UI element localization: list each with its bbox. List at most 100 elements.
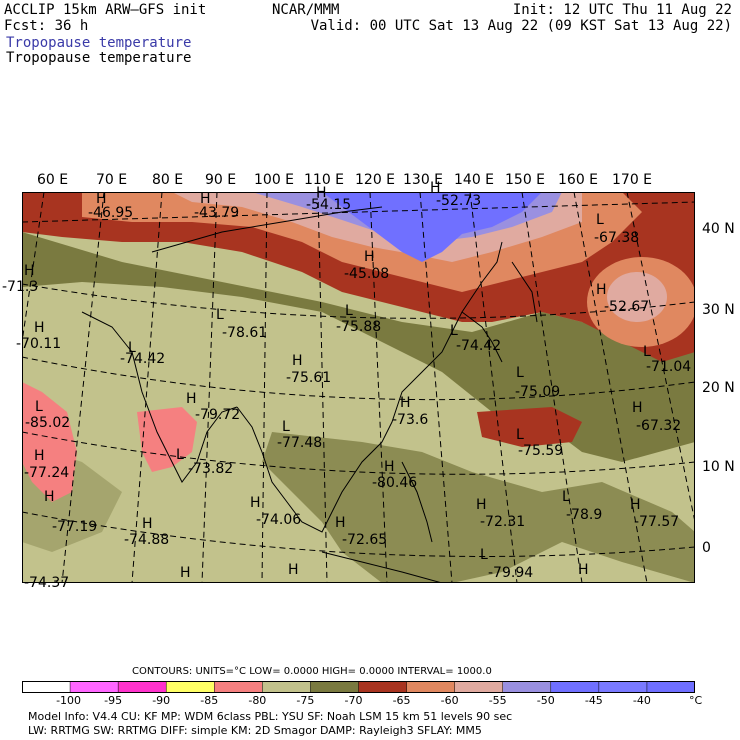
legend-tick-label: -75 [296, 694, 315, 707]
olive-south [262, 432, 695, 583]
extremum-marker: H [250, 495, 261, 511]
lat-label: 40 N [702, 221, 735, 237]
forecast-hour: Fcst: 36 h [4, 18, 89, 34]
field-title: Tropopause temperature [6, 50, 192, 66]
extremum-marker: H [44, 489, 55, 505]
field-title-blue: Tropopause temperature [6, 35, 192, 51]
legend-tick-label: -80 [248, 694, 267, 707]
extremum-marker: H [364, 249, 375, 265]
extremum-marker: H [384, 459, 395, 475]
legend-tick-label: -60 [440, 694, 459, 707]
lon-label: 160 E [558, 172, 599, 188]
map-frame [22, 192, 695, 583]
legend-tick-label: -100 [56, 694, 82, 707]
lat-label: 10 N [702, 459, 735, 475]
legend-swatch [550, 681, 600, 693]
lon-label: 70 E [96, 172, 128, 188]
legend-tick-label: -70 [344, 694, 363, 707]
extremum-marker: H [200, 191, 211, 207]
valid-time: Valid: 00 UTC Sat 13 Aug 22 (09 KST Sat … [310, 18, 732, 34]
extremum-value: -74.42 [456, 338, 502, 354]
extremum-marker: H [142, 516, 153, 532]
legend-swatch [214, 681, 264, 693]
legend-swatch [358, 681, 408, 693]
extremum-marker: H [292, 353, 303, 369]
extremum-marker: L [516, 427, 524, 443]
extremum-marker: L [216, 307, 224, 323]
extremum-value: -45.08 [344, 266, 390, 282]
extremum-value: -52.67 [604, 299, 650, 315]
extremum-value: -80.46 [372, 475, 418, 491]
graticule [22, 192, 695, 583]
extremum-marker: L [596, 212, 604, 228]
extremum-marker: H [316, 185, 327, 201]
lon-label: 100 E [254, 172, 295, 188]
extremum-value: -67.32 [636, 418, 682, 434]
extremum-value: -67.38 [594, 230, 640, 246]
extremum-marker: H [400, 395, 411, 411]
lon-label: 60 E [37, 172, 69, 188]
lat-label: 30 N [702, 302, 735, 318]
extremum-marker: L [480, 547, 488, 563]
extremum-marker: L [176, 447, 184, 463]
legend-tick-label: -95 [104, 694, 123, 707]
legend-swatch [646, 681, 695, 693]
extremum-marker: H [96, 191, 107, 207]
extremum-value: -79.94 [488, 565, 534, 581]
lon-label: 150 E [505, 172, 546, 188]
salmon-patch-india [137, 407, 197, 472]
legend-tick-label: -55 [488, 694, 507, 707]
lon-label: 130 E [403, 172, 444, 188]
init-time: Init: 12 UTC Thu 11 Aug 22 [512, 2, 732, 18]
extremum-value: -74.42 [120, 351, 166, 367]
legend-swatch [502, 681, 552, 693]
extremum-marker: H [430, 180, 441, 196]
extremum-value: -72.31 [480, 514, 526, 530]
extremum-marker: L [562, 489, 570, 505]
extremum-value: -72.65 [342, 532, 388, 548]
legend-swatch [406, 681, 456, 693]
lon-label: 170 E [612, 172, 653, 188]
extremum-value: -46.95 [88, 205, 134, 221]
salmon-patch-west [22, 382, 77, 502]
legend-swatch [165, 681, 216, 693]
lon-label: 90 E [205, 172, 237, 188]
legend-swatch [454, 681, 504, 693]
extremum-value: -85.02 [25, 415, 71, 431]
extremum-value: -75.09 [515, 384, 561, 400]
extremum-value: -75.61 [286, 370, 332, 386]
legend-tick-label: -40 [632, 694, 651, 707]
legend-tick-label: -45 [584, 694, 603, 707]
extremum-marker: L [35, 399, 43, 415]
extremum-value: -77.57 [634, 514, 680, 530]
blue-region [322, 192, 542, 262]
extremum-value: -54.15 [306, 197, 352, 213]
extremum-marker: H [24, 263, 35, 279]
model-info-line1: Model Info: V4.4 CU: KF MP: WDM 6class P… [28, 710, 513, 723]
extremum-value: -71.3 [2, 279, 39, 295]
lat-label: 0 [702, 540, 711, 556]
extremum-marker: H [578, 562, 589, 578]
extremum-value: -74.88 [124, 532, 170, 548]
extremum-marker: L [643, 344, 651, 360]
lon-label: 120 E [355, 172, 396, 188]
extremum-marker: L [345, 303, 353, 319]
legend-swatch [69, 681, 119, 693]
extremum-value: -43.79 [194, 205, 240, 221]
extremum-marker: L [450, 323, 458, 339]
extremum-value: -73.6 [392, 412, 429, 428]
extremum-marker: H [632, 400, 643, 416]
coastlines [81, 206, 538, 583]
extremum-value: -74.06 [256, 512, 302, 528]
organization: NCAR/MMM [272, 2, 340, 18]
lon-label: 110 E [304, 172, 345, 188]
legend-tick-label: -90 [152, 694, 171, 707]
extremum-marker: H [34, 448, 45, 464]
extremum-value: -73.82 [188, 461, 234, 477]
extremum-marker: L [282, 419, 290, 435]
legend-swatch [22, 681, 71, 693]
extremum-marker: H [335, 515, 346, 531]
extremum-marker: H [34, 320, 45, 336]
legend-tick-label: -85 [200, 694, 219, 707]
extremum-value: -75.88 [336, 319, 382, 335]
